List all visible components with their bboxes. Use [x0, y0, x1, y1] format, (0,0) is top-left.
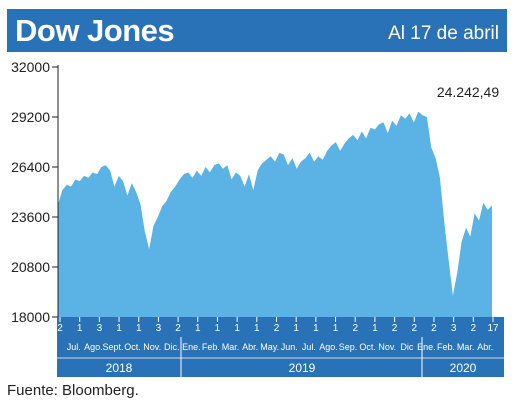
- x-month-label: Ene.: [417, 342, 436, 352]
- x-month-label: Abr.: [477, 342, 493, 352]
- x-month-label: Ene.: [182, 342, 201, 352]
- x-day-tick-label: 2: [471, 323, 477, 334]
- year-label: 2020: [450, 361, 477, 375]
- y-tick-label: 18000: [11, 309, 50, 325]
- x-month-label: Nov.: [143, 342, 161, 352]
- x-day-tick-label: 2: [175, 323, 181, 334]
- x-day-tick-label: 2: [352, 323, 358, 334]
- x-month-label: Sept.: [102, 342, 123, 352]
- x-month-label: May.: [260, 342, 279, 352]
- y-tick-label: 29200: [11, 109, 50, 125]
- x-day-tick-label: 1: [313, 323, 319, 334]
- x-month-label: Ago.: [319, 342, 338, 352]
- y-tick-label: 23600: [11, 209, 50, 225]
- x-day-tick-label: 1: [254, 323, 260, 334]
- x-day-tick-label: 3: [97, 323, 103, 334]
- y-tick-label: 26400: [11, 159, 50, 175]
- x-day-tick-label: 1: [333, 323, 339, 334]
- x-day-tick-label: 1: [116, 323, 122, 334]
- x-month-label: Feb.: [437, 342, 455, 352]
- x-day-tick-label: 2: [392, 323, 398, 334]
- x-day-tick-label: 3: [451, 323, 457, 334]
- x-month-label: Jul.: [302, 342, 316, 352]
- y-tick-label: 32000: [11, 59, 50, 75]
- x-month-label: Jun.: [281, 342, 298, 352]
- x-day-tick-label: 2: [274, 323, 280, 334]
- x-month-label: Sep.: [339, 342, 358, 352]
- x-month-label: Dic: [400, 342, 413, 352]
- x-month-label: Jul.: [67, 342, 81, 352]
- chart-title: Dow Jones: [15, 13, 175, 48]
- x-day-tick-label: 1: [195, 323, 201, 334]
- x-day-tick-label: 3: [156, 323, 162, 334]
- x-day-tick-label: 2: [431, 323, 437, 334]
- x-month-label: Abr.: [242, 342, 258, 352]
- x-day-tick-label: 2: [411, 323, 417, 334]
- year-label: 2018: [106, 361, 133, 375]
- x-month-label: Oct.: [359, 342, 376, 352]
- x-axis-band: [57, 317, 504, 377]
- year-label: 2019: [289, 361, 316, 375]
- x-month-label: Dic.: [164, 342, 180, 352]
- chart-header: Dow Jones Al 17 de abril: [7, 9, 507, 52]
- x-day-tick-label: 17: [487, 323, 499, 334]
- x-month-label: Oct.: [124, 342, 141, 352]
- x-day-tick-label: 1: [215, 323, 221, 334]
- y-tick-label: 20800: [11, 259, 50, 275]
- x-day-tick-label: 2: [57, 323, 63, 334]
- area-series: [58, 111, 492, 317]
- x-day-tick-label: 1: [293, 323, 299, 334]
- x-month-label: Nov.: [378, 342, 396, 352]
- x-day-tick-label: 1: [372, 323, 378, 334]
- x-day-tick-label: 1: [136, 323, 142, 334]
- x-day-tick-label: 1: [234, 323, 240, 334]
- x-month-label: Ago.: [84, 342, 103, 352]
- last-value-annotation: 24.242,49: [437, 84, 499, 100]
- x-day-tick-label: 1: [77, 323, 83, 334]
- y-axis: 32000 29200 26400 23600 20800 18000: [11, 59, 59, 325]
- source-note: Fuente: Bloomberg.: [7, 382, 139, 399]
- x-month-label: Feb.: [202, 342, 220, 352]
- chart-date: Al 17 de abril: [388, 23, 499, 44]
- x-month-label: Mar.: [222, 342, 240, 352]
- x-month-label: Mar.: [457, 342, 475, 352]
